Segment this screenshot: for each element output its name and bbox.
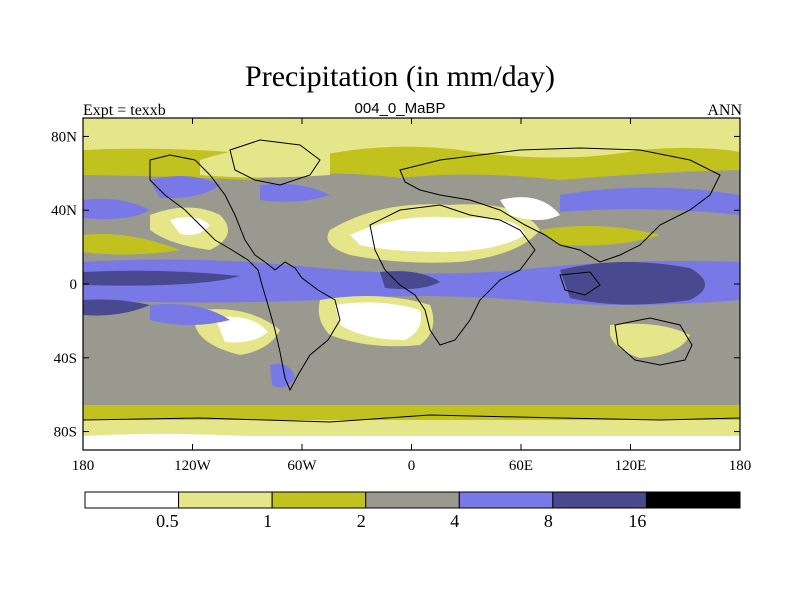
lon-tick-label: 180 xyxy=(729,458,752,474)
lon-tick-label: 180 xyxy=(72,458,95,474)
colorbar-swatch xyxy=(552,491,647,509)
coastline-eurasia xyxy=(399,147,721,263)
field-atlantic-storm xyxy=(260,183,330,202)
colorbar-swatch xyxy=(271,491,367,509)
colorbar-label: 4 xyxy=(450,511,459,531)
colorbar-label: 8 xyxy=(544,511,553,531)
lon-tick-label: 0 xyxy=(408,458,416,474)
field-west-pacific-storm xyxy=(560,187,740,215)
colorbar-label: 1 xyxy=(263,511,272,531)
season-label: ANN xyxy=(707,102,742,119)
field-africa-wet xyxy=(380,271,440,290)
lat-tick-label: 80S xyxy=(54,425,77,441)
coastline-africa xyxy=(369,204,536,346)
field-southern-light-band xyxy=(83,420,740,436)
field-australia-dry xyxy=(610,323,690,358)
lat-tick-label: 40N xyxy=(51,203,77,219)
lon-tick-label: 60E xyxy=(509,458,533,474)
coastline-antarctica xyxy=(83,414,740,423)
field-east-pacific-deep xyxy=(83,299,150,316)
lat-tick-label: 40S xyxy=(54,351,77,367)
lon-tick-label: 120W xyxy=(174,458,212,474)
field-sahara-arid xyxy=(350,216,525,252)
field-antarctica xyxy=(83,434,740,450)
map-area xyxy=(83,118,740,450)
longitude-axis: 180 120W 60W 0 60E 120E 180 xyxy=(72,118,752,474)
lat-tick-label: 80N xyxy=(51,129,77,145)
field-north-pacific-olive xyxy=(83,234,180,255)
field-east-pacific-wet xyxy=(83,270,240,286)
field-arctic-top xyxy=(83,118,740,132)
coastline-americas xyxy=(149,154,341,392)
colorbar-swatch xyxy=(458,491,554,509)
field-north-america-arid xyxy=(170,216,210,235)
field-north-pacific-storm xyxy=(83,198,150,219)
coastline-greenland xyxy=(229,139,321,186)
lat-tick-label: 0 xyxy=(70,277,78,293)
field-central-asia-arid xyxy=(500,197,560,220)
field-asia-olive xyxy=(540,226,660,246)
colorbar-swatch xyxy=(365,491,460,509)
colorbar-swatch xyxy=(178,491,273,509)
field-spcz xyxy=(150,304,230,325)
colorbar-swatch xyxy=(645,491,741,509)
latitude-axis: 80N 40N 0 40S 80S xyxy=(51,129,740,441)
field-maritime-continent-wet xyxy=(560,261,705,305)
coastline-indonesia xyxy=(559,271,601,296)
colorbar: 0.5 1 2 4 8 16 xyxy=(84,491,741,531)
colorbar-label: 16 xyxy=(628,511,646,531)
colorbar-label: 2 xyxy=(357,511,366,531)
map-title: Precipitation (in mm/day) xyxy=(245,60,555,93)
period-label: 004_0_MaBP xyxy=(354,100,446,117)
lon-tick-label: 60W xyxy=(287,458,317,474)
field-south-america-blue xyxy=(270,363,295,388)
field-south-atlantic-arid xyxy=(335,302,421,340)
colorbar-swatch xyxy=(84,491,180,509)
experiment-label: Expt = texxb xyxy=(83,102,166,119)
coastlines xyxy=(83,139,740,423)
field-greenland-dry xyxy=(200,146,330,178)
colorbar-label: 0.5 xyxy=(156,511,179,531)
field-south-pacific-arid xyxy=(215,316,268,343)
coastline-australia xyxy=(614,317,693,366)
field-north-pacific-blue xyxy=(150,176,220,199)
lon-tick-label: 120E xyxy=(615,458,647,474)
